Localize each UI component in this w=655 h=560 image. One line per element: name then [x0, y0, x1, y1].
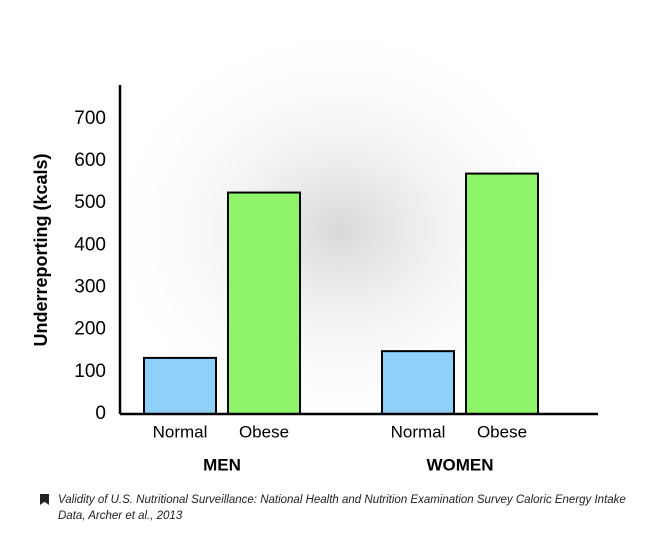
y-tick-label: 100: [74, 361, 106, 382]
x-tick-label: Obese: [239, 422, 289, 441]
y-tick-label: 300: [74, 276, 106, 297]
group-label: WOMEN: [426, 455, 493, 474]
source-note: Validity of U.S. Nutritional Surveillanc…: [58, 494, 626, 522]
bar: [465, 172, 539, 415]
background-pattern: [100, 20, 580, 440]
y-tick-label: 600: [74, 150, 106, 171]
y-tick-label: 200: [74, 319, 106, 340]
bar: [227, 191, 301, 415]
x-tick-label: Normal: [153, 422, 208, 441]
source-icon: [40, 494, 49, 505]
bar: [381, 350, 455, 415]
y-tick-label: 700: [74, 108, 106, 129]
y-axis-label: Underreporting (kcals): [31, 153, 51, 346]
y-tick-label: 500: [74, 192, 106, 213]
chart: Underreporting (kcals) 0 100 200 300 400 500 6…: [31, 20, 598, 474]
y-tick-label: 0: [95, 403, 106, 424]
x-tick-label: Normal: [391, 422, 446, 441]
bar: [143, 356, 217, 415]
y-tick-label: 400: [74, 234, 106, 255]
group-label: MEN: [203, 455, 241, 474]
x-tick-label: Obese: [477, 422, 527, 441]
